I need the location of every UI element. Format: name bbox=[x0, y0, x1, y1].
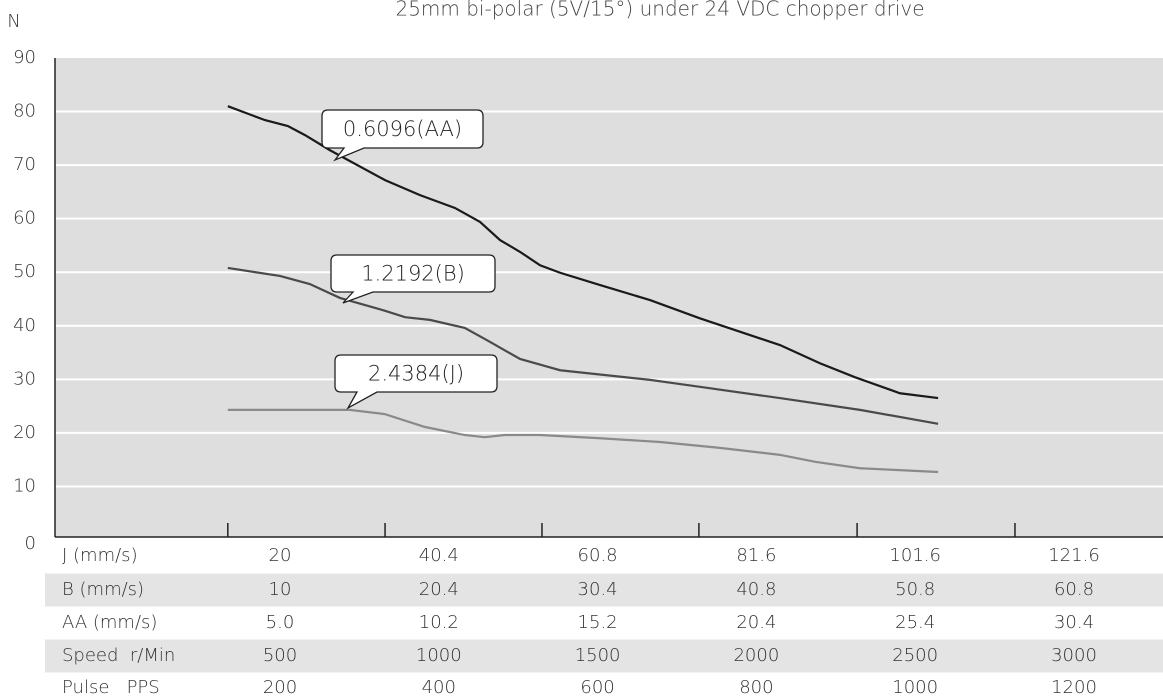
table-cell: 2000 bbox=[733, 645, 779, 666]
table-cell: 2500 bbox=[892, 645, 938, 666]
table-cell: 121.6 bbox=[1048, 545, 1100, 566]
row-header: AA (mm/s) bbox=[62, 612, 157, 633]
y-tick-label: 10 bbox=[13, 475, 36, 496]
plot-background bbox=[55, 58, 1163, 537]
table-row-band bbox=[45, 573, 1163, 607]
table-cell: 5.0 bbox=[266, 612, 295, 633]
y-axis-label: N bbox=[7, 11, 20, 32]
row-header: B (mm/s) bbox=[62, 579, 144, 600]
table-cell: 30.4 bbox=[578, 579, 618, 600]
table-cell: 800 bbox=[739, 677, 773, 698]
table-row-band bbox=[45, 639, 1163, 673]
table-cell: 60.8 bbox=[578, 545, 618, 566]
table-cell: 60.8 bbox=[1054, 579, 1094, 600]
table-cell: 81.6 bbox=[736, 545, 776, 566]
table-cell: 1500 bbox=[575, 645, 621, 666]
table-cell: 500 bbox=[263, 645, 297, 666]
y-tick-label: 20 bbox=[13, 422, 36, 443]
y-tick-label: 30 bbox=[13, 368, 36, 389]
table-cell: 600 bbox=[580, 677, 614, 698]
callout-label: 0.6096(AA) bbox=[343, 117, 462, 141]
series-line bbox=[227, 266, 939, 425]
series-line bbox=[227, 105, 939, 400]
chart-title: 25mm bi-polar (5V/15°) under 24 VDC chop… bbox=[395, 0, 924, 21]
callout-label: 2.4384(J) bbox=[368, 362, 464, 386]
table-cell: 20.4 bbox=[736, 612, 776, 633]
table-cell: 1000 bbox=[416, 645, 462, 666]
y-tick-label: 0 bbox=[25, 533, 36, 554]
callout-box bbox=[321, 109, 484, 162]
table-cell: 200 bbox=[263, 677, 297, 698]
row-header: Pulse PPS bbox=[62, 677, 160, 698]
y-tick-label: 40 bbox=[13, 315, 36, 336]
callout-label: 1.2192(B) bbox=[361, 262, 465, 286]
table-cell: 20 bbox=[269, 545, 292, 566]
table-cell: 15.2 bbox=[578, 612, 618, 633]
row-header: J (mm/s) bbox=[62, 545, 138, 566]
table-cell: 25.4 bbox=[895, 612, 935, 633]
y-tick-label: 80 bbox=[13, 101, 36, 122]
table-cell: 50.8 bbox=[895, 579, 935, 600]
table-cell: 10.2 bbox=[419, 612, 459, 633]
series-line bbox=[227, 408, 939, 474]
y-tick-label: 60 bbox=[13, 208, 36, 229]
table-cell: 30.4 bbox=[1054, 612, 1094, 633]
y-tick-label: 90 bbox=[13, 47, 36, 68]
table-cell: 1200 bbox=[1051, 677, 1097, 698]
table-cell: 3000 bbox=[1051, 645, 1097, 666]
table-cell: 400 bbox=[422, 677, 456, 698]
table-cell: 20.4 bbox=[419, 579, 459, 600]
table-cell: 40.8 bbox=[736, 579, 776, 600]
callout-box bbox=[330, 254, 496, 304]
table-cell: 40.4 bbox=[419, 545, 459, 566]
y-tick-label: 70 bbox=[13, 154, 36, 175]
table-cell: 1000 bbox=[892, 677, 938, 698]
callout-box bbox=[334, 354, 498, 410]
table-cell: 10 bbox=[269, 579, 292, 600]
y-tick-label: 50 bbox=[13, 261, 36, 282]
row-header: Speed r/Min bbox=[62, 645, 175, 666]
table-cell: 101.6 bbox=[889, 545, 941, 566]
